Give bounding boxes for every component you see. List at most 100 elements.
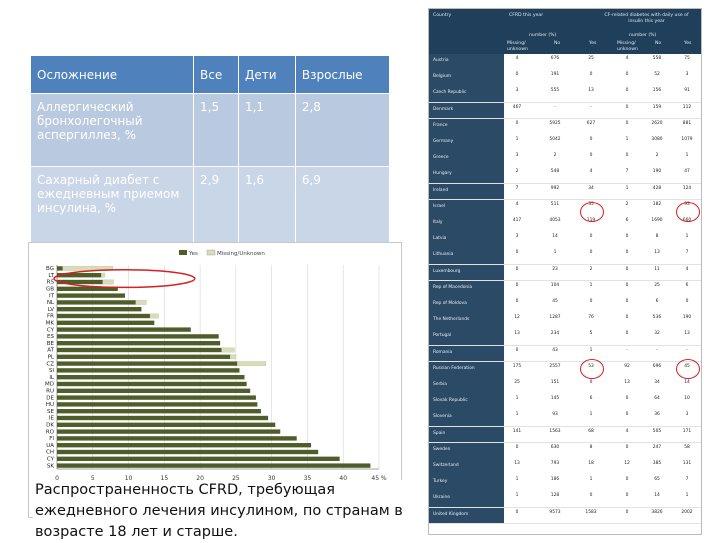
country-value: 12 <box>514 315 520 321</box>
country-value: 630 <box>550 444 560 450</box>
country-value: 0 <box>515 282 519 288</box>
country-value: 14 <box>684 380 690 385</box>
bar-yes <box>57 286 118 291</box>
country-value: 0 <box>625 266 629 272</box>
country-value: 75 <box>684 56 690 61</box>
country-value: 190 <box>652 169 662 175</box>
country-cell-bg <box>429 280 504 297</box>
value-adults: 6,9 <box>301 173 321 187</box>
bar-yes <box>57 307 142 312</box>
country-value: 34 <box>588 185 594 191</box>
bar-yes <box>57 334 219 339</box>
y-tick-label: DK <box>46 422 54 428</box>
country-value: 1 <box>589 412 593 418</box>
country-value: 0 <box>589 72 593 78</box>
country-value: 34 <box>654 380 660 385</box>
bar-yes <box>57 368 240 373</box>
country-cell-bg <box>429 199 504 216</box>
country-value: 0 <box>625 234 629 240</box>
y-tick-label: PL <box>48 354 55 360</box>
country-value: 548 <box>550 169 560 175</box>
country-value: 32 <box>654 331 660 337</box>
table-row: Rep of Moldova 0 45 0 0 6 0 <box>429 297 701 314</box>
country-value: 52 <box>654 72 660 78</box>
country-value: 151 <box>550 380 560 385</box>
bar-yes <box>57 395 256 400</box>
country-value: 0 <box>625 104 629 110</box>
country-value: 1 <box>625 185 629 191</box>
country-value: 793 <box>550 461 560 466</box>
country-name: Czech Republic <box>433 90 467 96</box>
country-value: 1 <box>685 493 689 499</box>
country-value: 93 <box>552 412 558 418</box>
country-value: 2 <box>655 153 659 159</box>
country-cell-bg <box>429 475 504 491</box>
country-value: 1 <box>515 493 519 499</box>
header-group1: CFRD this year <box>509 13 544 18</box>
country-value: 234 <box>550 331 560 337</box>
country-name: Rep of Macedonia <box>433 284 473 290</box>
country-value: 7 <box>515 185 519 191</box>
country-value: 1 <box>589 347 593 353</box>
bar-missing <box>102 279 114 285</box>
y-tick-label: AT <box>47 348 54 354</box>
country-value: 696 <box>652 363 662 369</box>
table-row: Austria 4 676 25 4 558 75 <box>429 54 701 71</box>
country-cell-bg <box>429 118 504 135</box>
country-value: 1 <box>589 477 593 483</box>
country-value: 10 <box>684 396 690 402</box>
bar-yes <box>57 361 238 366</box>
y-tick-label: HU <box>46 402 54 408</box>
table-row: United Kingdom 0 9573 1583 0 3826 2002 <box>429 507 701 525</box>
country-value: 0 <box>589 380 593 385</box>
country-value: 1 <box>685 153 689 159</box>
bar-yes <box>57 456 340 461</box>
country-value: 64 <box>654 396 660 402</box>
table-row: Аллергический бронхолегочный аспергиллез… <box>30 93 391 167</box>
country-value: 1 <box>515 137 519 142</box>
country-value: 7 <box>625 169 629 175</box>
table-row: Czech Republic 3 555 13 0 156 91 <box>429 86 701 104</box>
country-value: 1 <box>685 234 689 240</box>
x-tick-label: 5 <box>91 475 95 482</box>
country-table-header: Country CFRD this year number (%) CF-rel… <box>429 9 701 54</box>
country-value: 0 <box>685 299 689 304</box>
country-value: 0 <box>625 331 629 337</box>
country-value: 1 <box>589 282 593 288</box>
y-tick-label: LT <box>48 273 54 279</box>
country-value: 992 <box>550 185 560 191</box>
table-row: Denmark 467 - - 0 159 112 <box>429 102 701 120</box>
country-name: Austria <box>433 58 449 63</box>
country-value: 36 <box>654 412 660 418</box>
y-tick-label: IL <box>49 375 55 381</box>
country-value: 0 <box>625 315 629 321</box>
country-value: 428 <box>652 185 662 191</box>
country-cell-bg <box>429 232 504 248</box>
bar-missing <box>101 272 106 278</box>
y-tick-label: BG <box>46 266 54 272</box>
country-value: 1079 <box>681 137 693 142</box>
country-value: 45 <box>552 299 558 304</box>
country-value: 676 <box>550 56 560 61</box>
y-tick-label: IT <box>49 293 55 299</box>
bar-yes <box>57 341 221 346</box>
country-value: 25 <box>654 282 660 288</box>
bar-yes <box>57 388 251 393</box>
country-name: Slovak Republic <box>433 398 468 404</box>
x-tick-label: 35 <box>304 475 312 482</box>
legend-label-yes: Yes <box>188 251 198 257</box>
country-value: 1 <box>625 137 629 142</box>
y-tick-label: DE <box>46 395 54 401</box>
country-value: - <box>656 347 658 353</box>
country-name: The Netherlands <box>433 317 470 323</box>
country-value: 0 <box>515 509 519 515</box>
country-value: 186 <box>550 477 560 483</box>
x-tick-label: 0 <box>55 475 59 482</box>
header-all: Все <box>193 55 239 94</box>
country-value: 0 <box>589 299 593 304</box>
country-name: Israel <box>433 203 445 209</box>
x-tick-label: 10 <box>125 475 133 482</box>
table-row: Switzerland 13 793 18 12 385 131 <box>429 459 701 476</box>
country-value: - <box>626 347 628 353</box>
country-value: 128 <box>550 493 560 499</box>
